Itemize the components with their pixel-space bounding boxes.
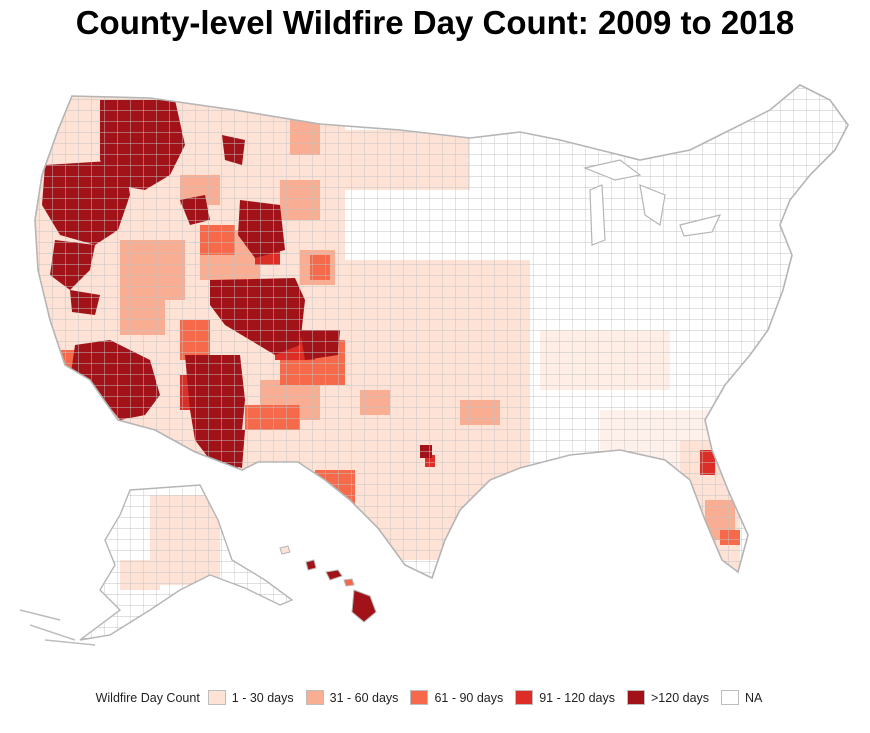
legend-label: 61 - 90 days [434,690,504,705]
legend-item: >120 days [626,690,710,705]
alaska [19,484,294,646]
map-title: County-level Wildfire Day Count: 2009 to… [75,4,795,41]
legend-title: Wildfire Day Count [95,690,200,705]
legend-swatch [207,690,226,705]
legend-item: 1 - 30 days [207,690,294,705]
conus-outline [34,84,849,580]
legend: Wildfire Day Count 1 - 30 days 31 - 60 d… [0,690,870,705]
legend-label: NA [745,690,763,705]
legend-item: 61 - 90 days [410,690,503,705]
legend-label: 31 - 60 days [329,690,399,705]
legend-swatch [515,690,534,705]
legend-swatch [721,690,740,705]
legend-swatch [305,690,324,705]
legend-label: 1 - 30 days [231,690,294,705]
great-lakes [582,159,722,246]
legend-item: 91 - 120 days [515,690,615,705]
legend-item: 31 - 60 days [305,690,399,705]
legend-item: NA [721,690,762,705]
legend-label: >120 days [650,690,710,705]
hawaii [279,545,377,623]
legend-swatch [410,690,429,705]
legend-label: 91 - 120 days [539,690,615,705]
legend-swatch [626,690,645,705]
